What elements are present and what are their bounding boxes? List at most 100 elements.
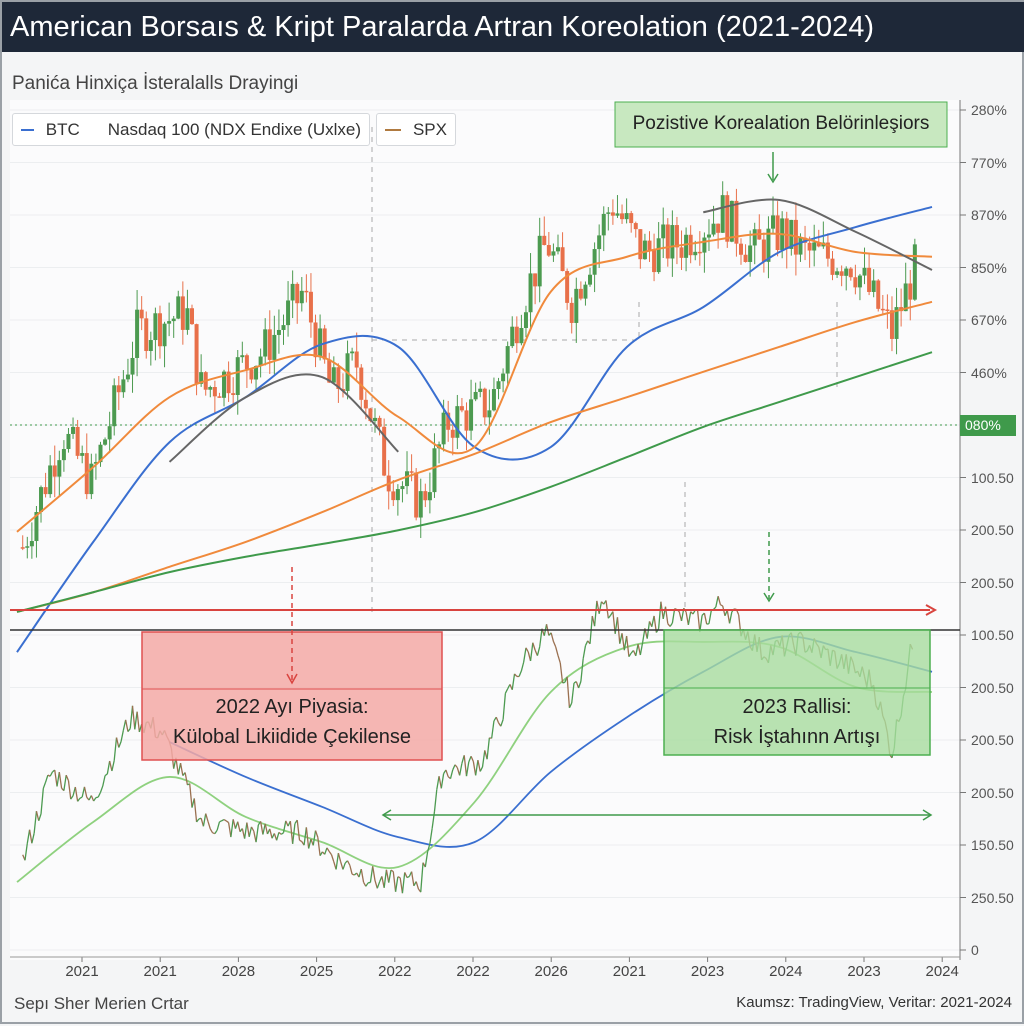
legend-btc-ndx[interactable]: BTC Nasdaq 100 (NDX Endixe (Uxlxe): [12, 113, 370, 146]
candle: [286, 300, 290, 325]
candle: [689, 235, 693, 255]
candle: [771, 215, 775, 228]
candle: [707, 235, 711, 238]
page-title: American Borsaıs & Kript Paralarda Artra…: [2, 2, 1024, 52]
candle: [684, 235, 688, 258]
candle: [405, 471, 409, 486]
candle: [844, 269, 848, 276]
candle: [698, 252, 702, 254]
candle: [620, 213, 624, 219]
candle: [400, 486, 404, 489]
candle: [547, 245, 551, 256]
candle: [524, 312, 528, 328]
candle: [497, 381, 501, 389]
candle: [501, 374, 505, 382]
legend-btc: BTC: [46, 120, 80, 140]
candle: [236, 357, 240, 395]
candle: [378, 418, 382, 427]
candle: [185, 308, 189, 330]
lower-price-segment: [96, 797, 98, 798]
y-tick-label: 280%: [971, 102, 1007, 118]
y-tick-label: 200.50: [971, 575, 1014, 591]
candle: [66, 434, 70, 449]
candle: [48, 465, 52, 494]
candle: [776, 215, 780, 250]
candle: [455, 406, 459, 438]
candle: [876, 280, 880, 308]
candle: [478, 389, 482, 392]
candle: [853, 277, 857, 287]
candle: [913, 244, 917, 299]
legend-spx-item[interactable]: SPX: [376, 113, 456, 146]
candle: [474, 392, 478, 399]
candle: [149, 340, 153, 351]
candle: [808, 243, 812, 251]
candle: [213, 387, 217, 396]
y-tick-label: 200.50: [971, 522, 1014, 538]
y-tick-label: 100.50: [971, 470, 1014, 486]
candle: [332, 367, 336, 382]
candle: [217, 396, 221, 398]
candle: [432, 448, 436, 492]
candle: [44, 487, 48, 494]
candle: [835, 271, 839, 275]
y-tick-label: 200.50: [971, 732, 1014, 748]
candle: [680, 247, 684, 257]
y-tick-label: 200.50: [971, 680, 1014, 696]
candle: [762, 240, 766, 262]
candle: [858, 276, 862, 288]
candle: [657, 238, 661, 272]
candle: [281, 325, 285, 330]
rally-label-2: Risk İştahınn Artışı: [664, 726, 930, 749]
candle: [181, 296, 185, 330]
candle: [419, 491, 423, 517]
bear-label-1: 2022 Ayı Piyasia:: [142, 696, 442, 719]
x-tick-label: 2022: [443, 963, 503, 980]
candle: [25, 546, 29, 548]
legend-spx: SPX: [413, 120, 447, 140]
x-tick-label: 2024: [912, 963, 972, 980]
x-tick-label: 2028: [208, 963, 268, 980]
candle: [881, 309, 885, 311]
candle: [80, 453, 84, 456]
candle: [295, 284, 299, 303]
candle: [647, 241, 651, 251]
candle: [643, 241, 647, 260]
candle: [464, 410, 468, 430]
candle: [588, 275, 592, 285]
y-tick-label: 150.50: [971, 837, 1014, 853]
x-tick-label: 2025: [287, 963, 347, 980]
candle: [272, 335, 276, 360]
y-tick-label: 460%: [971, 365, 1007, 381]
candle: [904, 283, 908, 311]
candle: [574, 289, 578, 323]
candle: [556, 247, 560, 251]
candle: [840, 271, 844, 276]
candle: [597, 235, 601, 249]
candle: [611, 212, 615, 215]
candle: [561, 247, 565, 271]
candle: [483, 389, 487, 418]
candle: [176, 296, 180, 318]
candle: [487, 410, 491, 417]
lower-price-segment: [398, 877, 400, 878]
candle: [890, 310, 894, 339]
candle: [53, 465, 57, 476]
candle: [21, 547, 25, 549]
candle: [515, 327, 519, 343]
bear-label-2: Külobal Likiidide Çekilense: [142, 726, 442, 749]
candle: [725, 195, 729, 242]
candle: [634, 223, 638, 229]
y-tick-label: 670%: [971, 312, 1007, 328]
candle: [195, 324, 199, 384]
candle: [245, 355, 249, 369]
y-tick-label: 250.50: [971, 890, 1014, 906]
candle: [712, 224, 716, 235]
candle: [108, 426, 112, 439]
x-tick-label: 2021: [599, 963, 659, 980]
candle: [57, 460, 61, 477]
candle: [885, 309, 889, 311]
x-tick-label: 2023: [678, 963, 738, 980]
level-badge: 080%: [960, 415, 1016, 436]
